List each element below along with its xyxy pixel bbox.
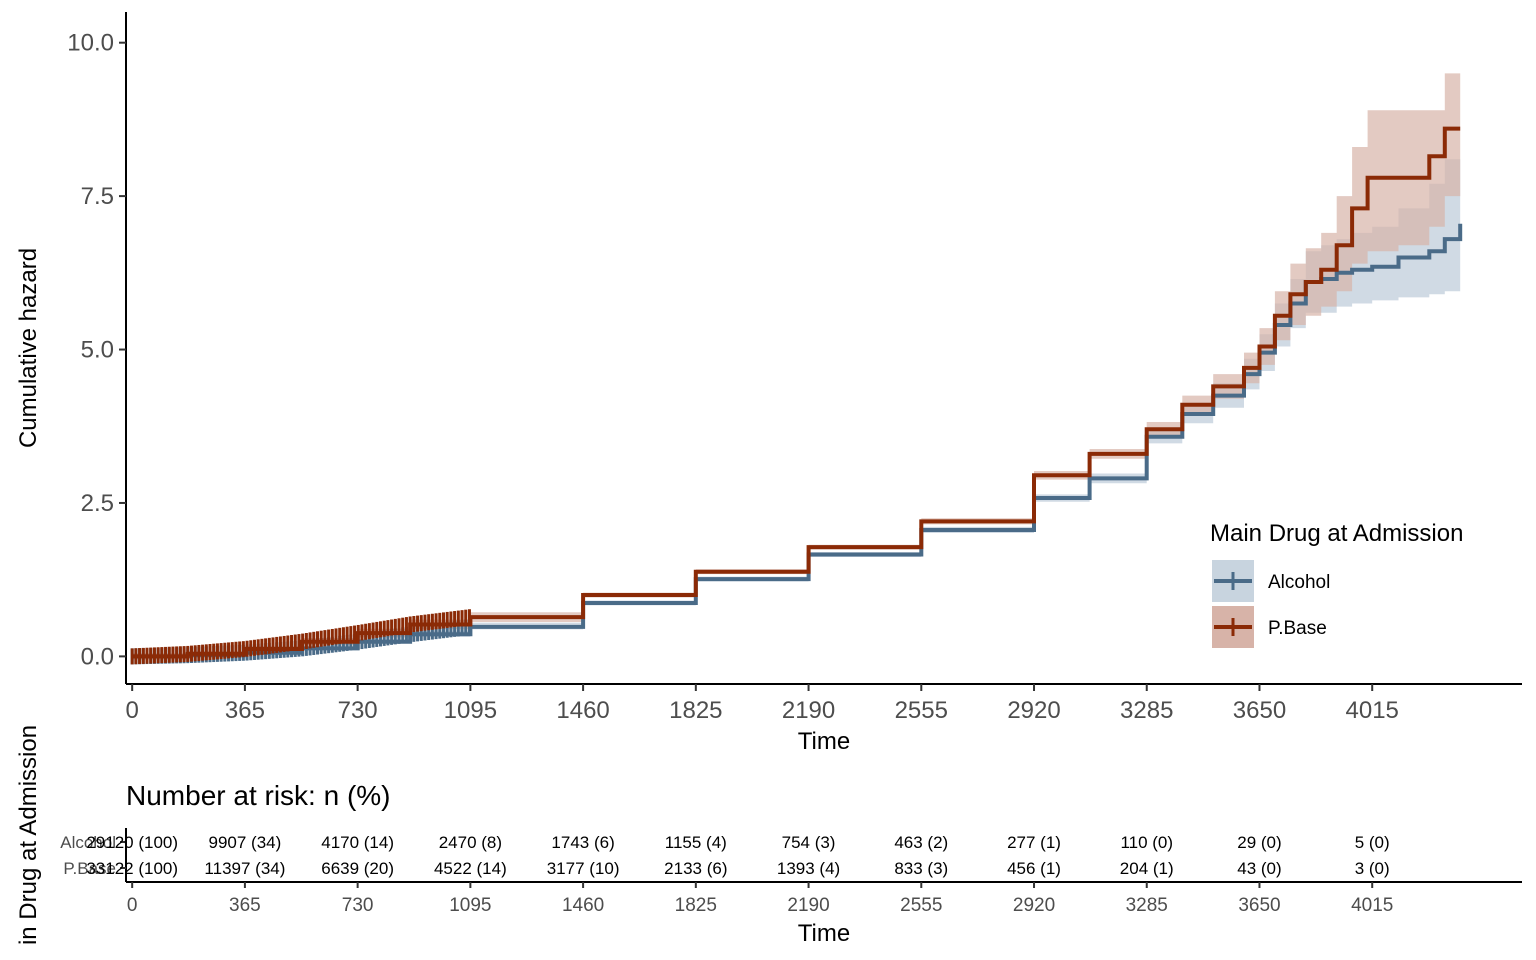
risk-cell-alcohol: 29 (0)	[1237, 833, 1281, 852]
axes: 0.0 2.5 5.0 7.5 10.0 0 365 730 1095 1460 1825 2190 2…	[15, 12, 1522, 755]
risk-x-tick-label: 730	[342, 895, 374, 916]
risk-cell-alcohol: 1743 (6)	[551, 833, 614, 852]
risk-cell-p-base: 11397 (34)	[204, 859, 285, 878]
risk-x-tick-label: 4015	[1351, 895, 1393, 916]
legend-label-p-base: P.Base	[1268, 618, 1327, 639]
risk-cell-p-base: 2133 (6)	[664, 859, 727, 878]
legend-title: Main Drug at Admission	[1210, 520, 1463, 547]
risk-cell-p-base: 833 (3)	[894, 859, 948, 878]
risk-x-tick-label: 3285	[1126, 895, 1168, 916]
risk-cell-p-base: 6639 (20)	[321, 859, 394, 878]
risk-cell-alcohol: 2470 (8)	[439, 833, 502, 852]
legend-label-alcohol: Alcohol	[1268, 572, 1330, 593]
risk-x-tick-label: 2555	[900, 895, 942, 916]
risk-x-tick-label: 1095	[449, 895, 491, 916]
y-tick-label: 2.5	[81, 490, 114, 517]
x-tick-label: 730	[338, 697, 378, 724]
y-tick-label: 7.5	[81, 183, 114, 210]
x-tick-label: 2555	[895, 697, 948, 724]
risk-cell-alcohol: 9907 (34)	[209, 833, 282, 852]
x-tick-label: 365	[225, 697, 265, 724]
risk-cell-alcohol: 29120 (100)	[86, 833, 178, 852]
risk-cell-alcohol: 754 (3)	[782, 833, 836, 852]
x-tick-label: 3285	[1120, 697, 1173, 724]
x-tick-label: 1460	[556, 697, 609, 724]
y-axis-title: Cumulative hazard	[15, 248, 42, 448]
legend: Main Drug at Admission Alcohol P.Base	[1210, 520, 1463, 648]
risk-cell-alcohol: 463 (2)	[894, 833, 948, 852]
risk-x-tick-label: 1460	[562, 895, 604, 916]
x-tick-label: 1095	[444, 697, 497, 724]
risk-cell-alcohol: 110 (0)	[1120, 833, 1173, 852]
risk-cell-p-base: 1393 (4)	[777, 859, 840, 878]
risk-x-tick-label: 2190	[787, 895, 829, 916]
y-tick-label: 0.0	[81, 643, 114, 670]
risk-x-tick-label: 1825	[675, 895, 717, 916]
x-axis-title: Time	[798, 728, 850, 755]
risk-cell-p-base: 3 (0)	[1355, 859, 1390, 878]
series-line-alcohol	[132, 223, 1463, 659]
risk-cell-p-base: 4522 (14)	[434, 859, 507, 878]
risk-cell-alcohol: 277 (1)	[1007, 833, 1061, 852]
y-tick-label: 5.0	[81, 337, 114, 364]
series-line-p-base	[132, 126, 1461, 659]
risk-cell-p-base: 43 (0)	[1237, 859, 1281, 878]
x-tick-label: 2190	[782, 697, 835, 724]
risk-group-label-alcohol: Alcohol	[60, 833, 116, 852]
risk-cell-p-base: 33122 (100)	[86, 859, 178, 878]
risk-group-label-p-base: P.Base	[63, 859, 116, 878]
hazard-lines	[130, 126, 1463, 665]
risk-cell-p-base: 3177 (10)	[547, 859, 620, 878]
y-tick-label: 10.0	[67, 30, 114, 57]
risk-y-axis-title: in Drug at Admission	[15, 725, 42, 945]
risk-x-axis-title: Time	[798, 920, 850, 947]
risk-cell-p-base: 204 (1)	[1120, 859, 1174, 878]
risk-x-tick-label: 365	[229, 895, 261, 916]
x-tick-label: 1825	[669, 697, 722, 724]
risk-cell-alcohol: 5 (0)	[1355, 833, 1390, 852]
risk-x-tick-label: 3650	[1238, 895, 1280, 916]
risk-x-tick-label: 2920	[1013, 895, 1055, 916]
x-tick-label: 2920	[1007, 697, 1060, 724]
risk-cell-alcohol: 1155 (4)	[665, 833, 727, 852]
risk-x-tick-label: 0	[127, 895, 138, 916]
x-tick-label: 3650	[1233, 697, 1286, 724]
risk-cell-p-base: 456 (1)	[1007, 859, 1061, 878]
x-tick-label: 0	[125, 697, 138, 724]
censor-marks-p-base	[130, 609, 471, 665]
risk-cell-alcohol: 4170 (14)	[321, 833, 394, 852]
x-tick-label: 4015	[1346, 697, 1399, 724]
risk-table-title: Number at risk: n (%)	[126, 780, 391, 811]
